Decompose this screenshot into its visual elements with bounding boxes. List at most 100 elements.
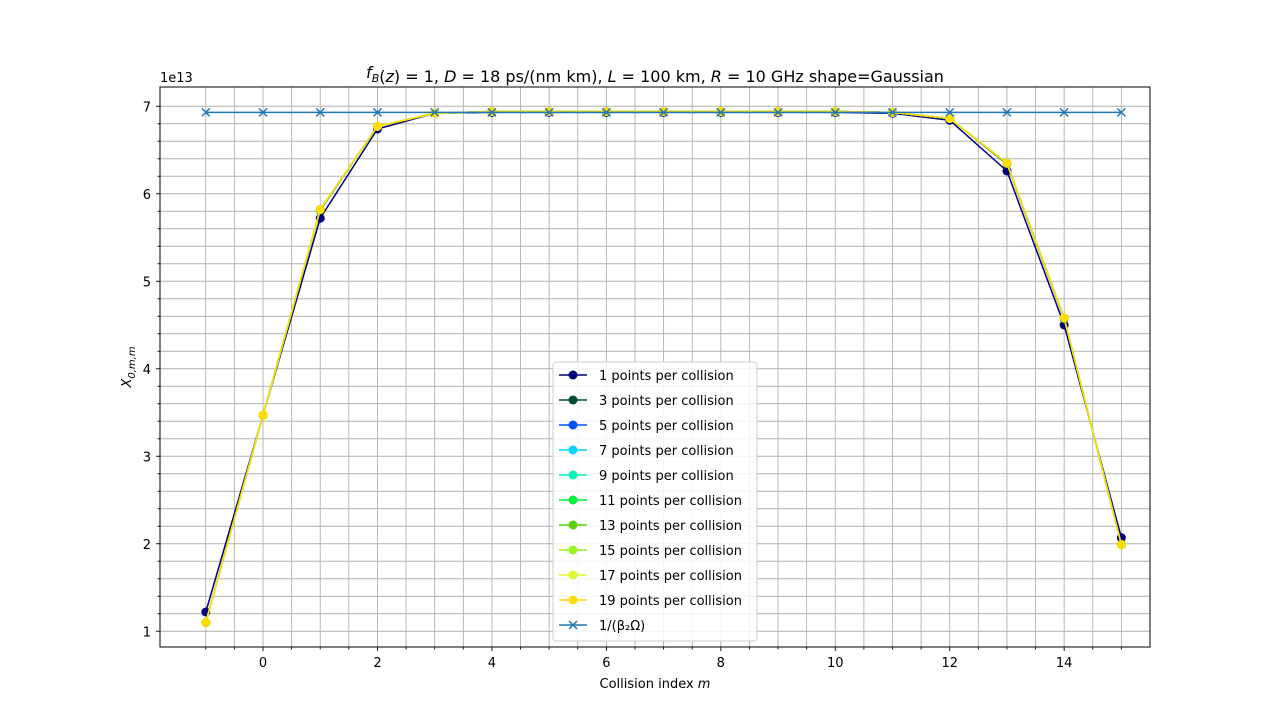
chart-title: fB(z) = 1, D = 18 ps/(nm km), L = 100 km…	[366, 63, 944, 86]
legend-label: 1/(β₂Ω)	[599, 619, 645, 634]
data-point	[201, 618, 211, 627]
x-tick-label: 8	[717, 656, 725, 671]
legend-label: 7 points per collision	[599, 444, 734, 459]
data-point	[258, 107, 268, 117]
legend-label: 13 points per collision	[599, 519, 742, 534]
legend-label: 3 points per collision	[599, 394, 734, 409]
data-point	[1002, 107, 1012, 117]
marker-stroke	[1116, 107, 1126, 117]
x-tick-label: 2	[373, 656, 381, 671]
legend-marker	[568, 445, 578, 455]
data-point	[945, 107, 955, 117]
marker-stroke	[430, 107, 440, 117]
legend-entry: 19 points per collision	[559, 594, 742, 609]
legend-label: 1 points per collision	[599, 369, 734, 384]
x-tick-label: 0	[259, 656, 267, 671]
legend-marker	[568, 470, 578, 480]
data-point	[315, 107, 325, 117]
marker-stroke	[773, 107, 783, 117]
marker-stroke	[601, 107, 611, 117]
legend-marker	[568, 595, 578, 605]
data-point	[659, 107, 669, 117]
data-point	[716, 107, 726, 117]
legend-entry: 7 points per collision	[559, 444, 734, 459]
legend-marker	[568, 520, 578, 530]
data-point	[430, 107, 440, 117]
legend-entry: 11 points per collision	[559, 494, 742, 509]
data-point	[1116, 107, 1126, 117]
y-tick-label: 3	[143, 450, 151, 465]
legend-entry: 1/(β₂Ω)	[559, 619, 645, 634]
data-point	[601, 107, 611, 117]
data-point	[773, 107, 783, 117]
marker-stroke	[1002, 107, 1012, 117]
data-point	[1059, 313, 1069, 323]
marker-stroke	[659, 107, 669, 117]
x-tick-label: 14	[1056, 656, 1073, 671]
data-point	[1002, 158, 1012, 168]
marker-stroke	[372, 107, 382, 117]
legend-label: 5 points per collision	[599, 419, 734, 434]
x-tick-label: 4	[488, 656, 496, 671]
marker-stroke	[258, 107, 268, 117]
marker-stroke	[945, 107, 955, 117]
y-tick-label: 6	[143, 188, 151, 203]
legend-label: 19 points per collision	[599, 594, 742, 609]
marker-stroke	[201, 107, 211, 117]
y-tick-label: 2	[143, 538, 151, 553]
data-point	[945, 114, 955, 123]
legend-entry: 1 points per collision	[559, 369, 734, 384]
legend-entry: 5 points per collision	[559, 419, 734, 434]
series-layer	[201, 107, 1126, 627]
data-point	[372, 107, 382, 117]
legend-marker	[568, 545, 578, 555]
legend-marker	[568, 395, 578, 405]
x-tick-label: 6	[602, 656, 610, 671]
x-tick-label: 12	[941, 656, 958, 671]
grid-layer	[160, 87, 1150, 647]
y-offset-label: 1e13	[160, 71, 193, 86]
plot-frame	[159, 86, 1151, 648]
legend-entry: 13 points per collision	[559, 519, 742, 534]
legend-marker	[568, 620, 578, 630]
legend-marker	[568, 495, 578, 505]
data-point	[830, 107, 840, 117]
data-point	[544, 107, 554, 117]
series-11	[201, 107, 1126, 117]
marker-stroke	[716, 107, 726, 117]
marker-stroke	[1059, 107, 1069, 117]
marker-stroke	[544, 107, 554, 117]
legend-label: 15 points per collision	[599, 544, 742, 559]
data-point	[258, 410, 268, 420]
legend-entry: 3 points per collision	[559, 394, 734, 409]
legend-box	[552, 361, 758, 642]
y-tick-label: 7	[143, 100, 151, 115]
data-point	[887, 107, 898, 117]
marker-stroke	[487, 107, 497, 117]
legend-marker	[568, 420, 578, 430]
x-axis-title: Collision index m	[600, 677, 711, 692]
legend-marker	[568, 370, 578, 380]
data-point	[487, 107, 497, 117]
legend-entry: 17 points per collision	[559, 569, 742, 584]
marker-stroke	[887, 107, 898, 117]
x-tick-label: 10	[827, 656, 844, 671]
marker-stroke	[315, 107, 325, 117]
legend-entry: 15 points per collision	[559, 544, 742, 559]
data-point	[372, 121, 382, 131]
data-point	[315, 205, 325, 214]
y-tick-label: 4	[143, 363, 151, 378]
marker-stroke	[830, 107, 840, 117]
y-axis-title: X0,m,m	[120, 346, 138, 388]
data-point	[1116, 540, 1126, 550]
legend-label: 11 points per collision	[599, 494, 742, 509]
legend-label: 17 points per collision	[599, 569, 742, 584]
data-point	[1059, 107, 1069, 117]
legend-entry: 9 points per collision	[559, 469, 734, 484]
legend: 1 points per collision 3 points per colli…	[552, 361, 758, 642]
y-tick-label: 1	[143, 625, 151, 640]
y-tick-label: 5	[143, 275, 151, 290]
data-point	[201, 107, 211, 117]
